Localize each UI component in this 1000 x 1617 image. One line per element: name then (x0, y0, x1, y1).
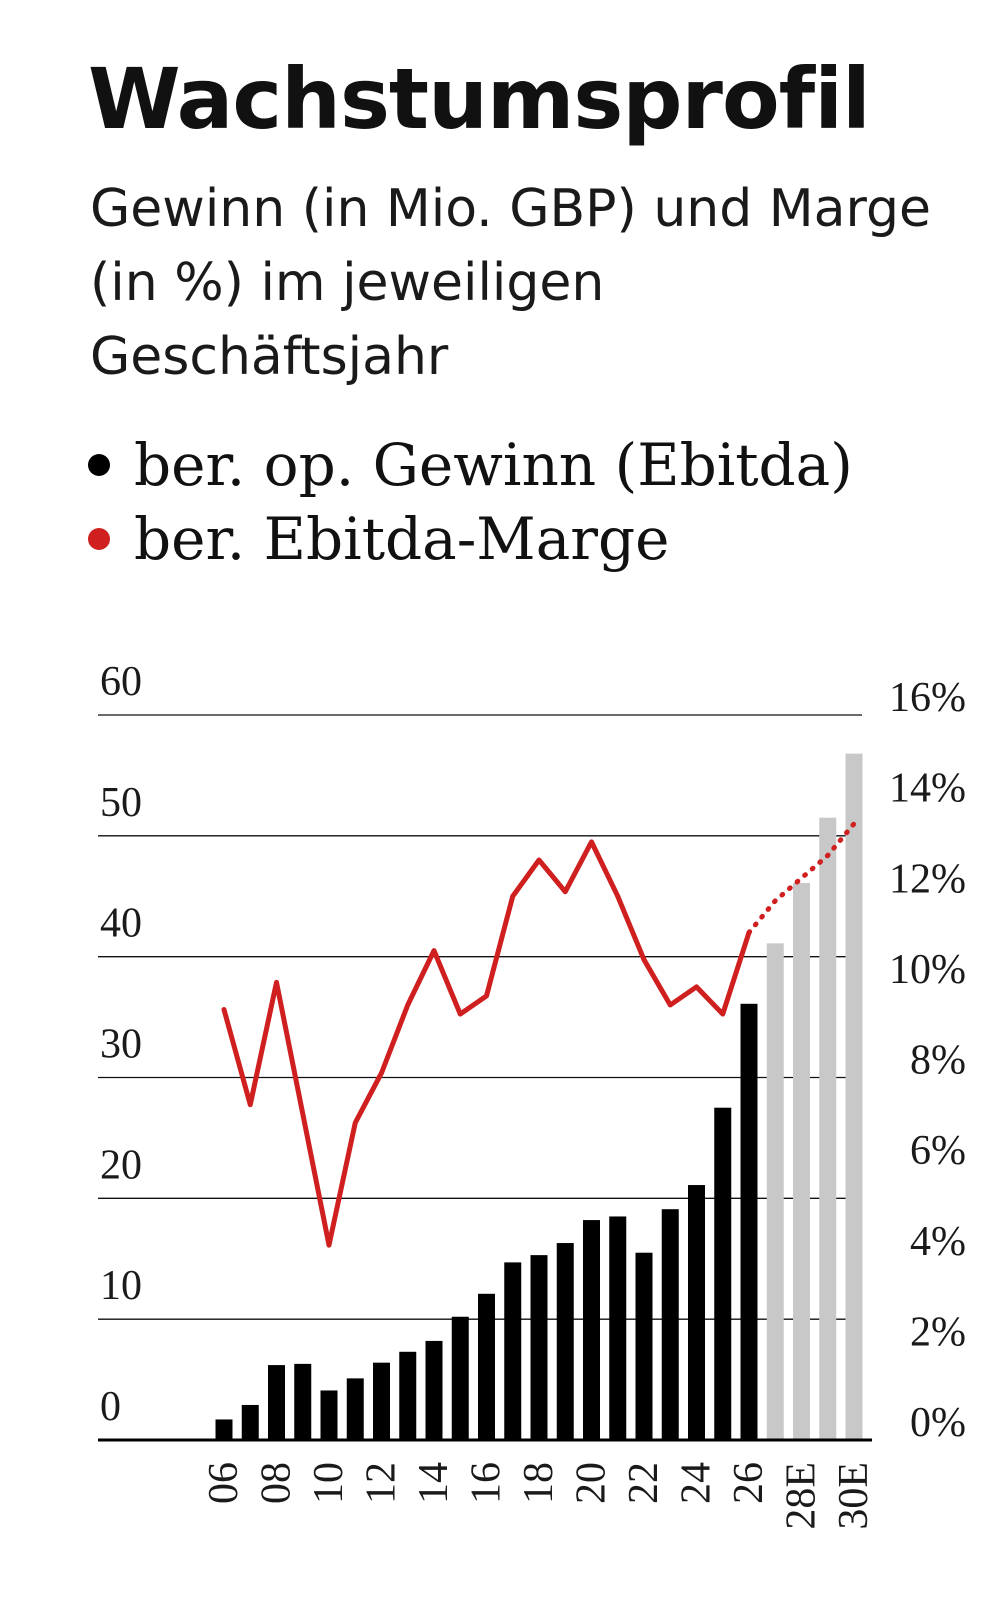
y-right-tick-16: 16% (889, 675, 966, 721)
chart-subtitle: Gewinn (in Mio. GBP) und Marge (in %) im… (90, 179, 931, 387)
x-tick-12: 12 (359, 1462, 405, 1504)
x-tick-22: 22 (621, 1462, 667, 1504)
legend-label-marge: ber. Ebitda-Marge (134, 505, 670, 573)
bar-11 (346, 1378, 364, 1440)
x-tick-10: 10 (306, 1462, 352, 1504)
bar-18 (530, 1255, 548, 1440)
y-right-tick-12: 12% (889, 856, 966, 902)
legend: ber. op. Gewinn (Ebitda) ber. Ebitda-Mar… (88, 428, 853, 576)
legend-dot-red (88, 528, 110, 550)
bar-28E (793, 882, 810, 1440)
bar-22 (635, 1252, 653, 1440)
x-tick-16: 16 (464, 1462, 510, 1504)
x-tick-08: 08 (254, 1462, 300, 1504)
y-right-tick-14: 14% (889, 766, 966, 812)
x-tick-18: 18 (516, 1462, 562, 1504)
x-tick-06: 06 (201, 1462, 247, 1504)
bar-17 (504, 1262, 522, 1440)
bar-24 (688, 1185, 705, 1440)
x-tick-14: 14 (411, 1462, 457, 1504)
y-right-tick-0: 0% (910, 1400, 966, 1446)
bar-06 (215, 1419, 233, 1440)
bar-21 (609, 1216, 627, 1440)
x-tick-28E: 28E (779, 1462, 825, 1530)
y-right-tick-2: 2% (910, 1309, 966, 1355)
y-left-tick-40: 40 (100, 901, 142, 947)
x-tick-24: 24 (674, 1462, 720, 1504)
bar-29E (819, 817, 837, 1440)
margin-line (221, 839, 752, 1248)
bar-09 (294, 1363, 312, 1440)
legend-item-gewinn: ber. op. Gewinn (Ebitda) (88, 428, 853, 502)
bar-12 (373, 1362, 390, 1440)
bar-19 (556, 1243, 574, 1440)
chart-title: Wachstumsprofil (88, 50, 871, 148)
x-tick-20: 20 (569, 1462, 615, 1504)
bar-07 (241, 1404, 259, 1440)
bar-27E (766, 943, 784, 1440)
legend-item-marge: ber. Ebitda-Marge (88, 502, 853, 576)
y-right-tick-6: 6% (910, 1128, 966, 1174)
x-tick-26: 26 (726, 1462, 772, 1504)
y-left-tick-50: 50 (100, 780, 142, 826)
legend-dot-black (88, 454, 110, 476)
x-tick-30E: 30E (831, 1462, 877, 1530)
bar-13 (399, 1351, 417, 1440)
bar-26 (740, 1003, 758, 1440)
legend-label-gewinn: ber. op. Gewinn (Ebitda) (134, 431, 853, 499)
bar-10 (320, 1390, 338, 1440)
bar-15 (451, 1316, 469, 1440)
bar-25 (714, 1107, 732, 1440)
y-right-tick-8: 8% (910, 1038, 966, 1084)
bar-23 (661, 1209, 679, 1440)
bar-14 (425, 1340, 443, 1440)
bar-16 (478, 1293, 495, 1440)
y-left-tick-60: 60 (100, 659, 142, 705)
bar-20 (583, 1220, 600, 1440)
y-right-tick-10: 10% (889, 947, 966, 993)
y-left-tick-20: 20 (100, 1142, 142, 1188)
bar-08 (268, 1365, 285, 1440)
y-left-tick-0: 0 (100, 1384, 121, 1430)
y-right-tick-4: 4% (910, 1219, 966, 1265)
bar-30E (845, 753, 863, 1440)
y-left-tick-30: 30 (100, 1022, 142, 1068)
y-left-tick-10: 10 (100, 1263, 142, 1309)
